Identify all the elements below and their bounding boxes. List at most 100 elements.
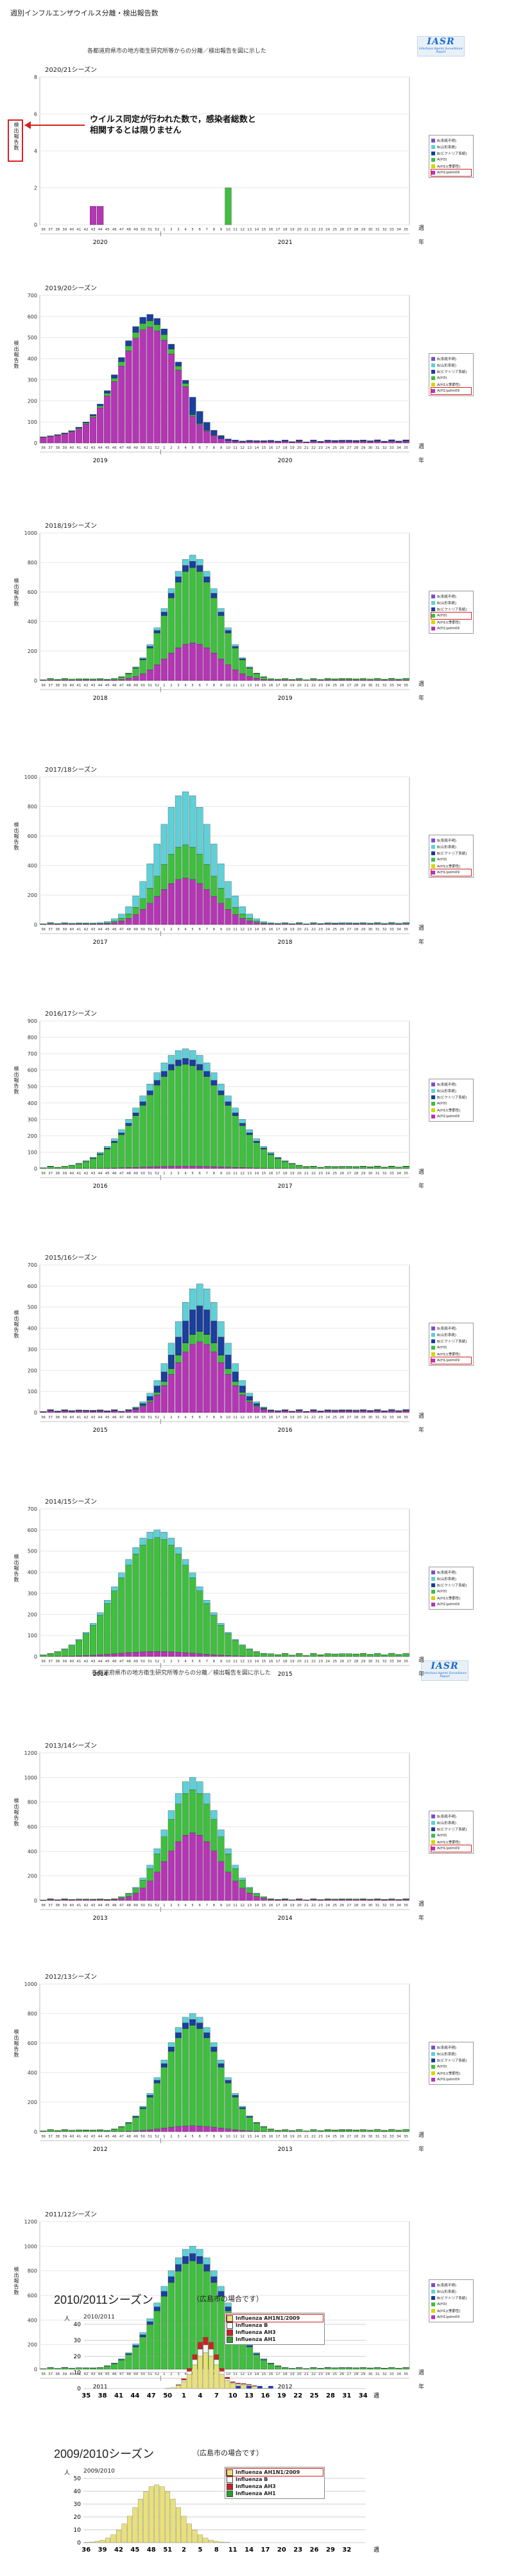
bar-segment <box>246 441 253 443</box>
bar-segment <box>374 680 381 681</box>
x-tick-label: 7 <box>206 1904 209 1908</box>
x-tick-label: 14 <box>254 1660 259 1664</box>
y-tick-label: 300 <box>28 1117 37 1122</box>
year-unit: 年 <box>418 1669 424 1678</box>
bar-segment <box>83 422 89 423</box>
legend-item: B(系統不明) <box>431 1325 471 1332</box>
bar-segment <box>218 616 225 659</box>
bar-segment <box>203 1793 210 1804</box>
bar-segment <box>325 1411 331 1413</box>
bar-segment <box>332 1900 338 1901</box>
legend-item: Influenza AH1N1/2009 <box>227 2315 323 2322</box>
x-tick-label: 15 <box>261 1660 266 1664</box>
bar-segment <box>311 680 317 681</box>
y-tick-label: 100 <box>28 1149 37 1155</box>
bar-segment <box>161 1077 168 1167</box>
bar-segment <box>140 2130 146 2132</box>
bar-segment <box>232 1116 239 1167</box>
bar-segment <box>55 1412 61 1413</box>
bar-segment <box>182 2381 186 2389</box>
bar-segment <box>254 678 260 681</box>
bar-segment <box>196 571 203 644</box>
x-tick-label: 39 <box>62 1904 67 1908</box>
x-tick-label: 8 <box>213 684 216 688</box>
bar-segment <box>246 1397 253 1400</box>
bar-segment <box>175 2265 182 2271</box>
x-tick-label: 30 <box>368 1416 373 1420</box>
bar-segment <box>374 1409 381 1410</box>
legend-swatch <box>431 363 435 367</box>
y-tick-label: 1200 <box>24 2219 37 2225</box>
bar-segment <box>111 1143 117 1169</box>
y-tick-label: 0 <box>34 2129 37 2135</box>
legend-label: A(H3) <box>437 376 447 380</box>
legend-swatch <box>431 839 435 842</box>
x-tick-label: 8 <box>213 1904 216 1908</box>
x-tick-label: 4 <box>184 1904 187 1908</box>
bar-segment <box>161 609 168 613</box>
bar-segment <box>282 1654 288 1657</box>
bar-segment <box>325 441 331 443</box>
bar-segment <box>218 1084 225 1091</box>
bar-segment <box>126 1167 132 1169</box>
bar-segment <box>211 1820 217 1851</box>
bar-segment <box>133 1888 139 1893</box>
x-tick-label: 23 <box>318 1416 323 1420</box>
bar-segment <box>182 1343 189 1352</box>
bar-segment <box>232 647 239 648</box>
x-tick-label: 22 <box>311 1416 316 1420</box>
bar-segment <box>332 440 338 442</box>
x-tick-label: 41 <box>76 1172 81 1176</box>
year-label: 2015 <box>278 1671 293 1678</box>
bar-segment <box>225 1849 232 1854</box>
bar-segment <box>161 2064 168 2067</box>
bar-segment <box>360 441 366 443</box>
x-tick-label: 15 <box>261 446 266 450</box>
legend-swatch <box>431 158 435 162</box>
x-tick-label: 28 <box>354 1660 358 1664</box>
x-tick-label: 20 <box>297 1172 302 1176</box>
bar-segment <box>239 1380 246 1386</box>
bar-segment <box>374 1899 381 1901</box>
x-tick-label: 18 <box>283 446 288 450</box>
bar-segment <box>126 341 132 346</box>
bar-segment <box>111 679 117 680</box>
legend-swatch <box>431 845 435 849</box>
x-tick-label: 11 <box>233 228 237 232</box>
x-tick-label: 7 <box>206 928 209 932</box>
x-tick-label: 46 <box>112 1660 117 1664</box>
bar-segment <box>140 324 146 330</box>
x-tick-label: 34 <box>397 1416 401 1420</box>
x-tick-label: 10 <box>226 684 230 688</box>
bar-segment <box>388 2130 395 2132</box>
bar-segment <box>254 921 260 923</box>
legend-label: B(ビクトリア系統) <box>437 1339 467 1344</box>
bar-segment <box>268 441 274 443</box>
x-tick-label: 30 <box>368 446 373 450</box>
bar-segment <box>133 1887 139 1888</box>
bar-segment <box>140 1652 146 1657</box>
x-tick-label: 50 <box>163 2392 172 2399</box>
x-tick-label: 27 <box>347 2135 351 2139</box>
x-tick-label: 14 <box>254 1416 259 1420</box>
x-tick-label: 4 <box>184 1660 187 1664</box>
bar-segment <box>147 1532 153 1540</box>
bar-segment <box>311 1167 317 1169</box>
bar-segment <box>239 918 246 925</box>
legend-item: B(ビクトリア系統) <box>431 1582 471 1588</box>
bar-segment <box>144 2492 148 2543</box>
bar-segment <box>189 1790 196 1833</box>
x-tick-label: 13 <box>247 1904 252 1908</box>
bar-segment <box>175 1355 182 1362</box>
y-tick-label: 700 <box>28 1051 37 1057</box>
bar-segment <box>218 888 225 903</box>
y-tick-label: 400 <box>28 863 37 869</box>
x-tick-label: 15 <box>261 928 266 932</box>
x-tick-label: 26 <box>339 684 344 688</box>
x-tick-label: 22 <box>293 2392 302 2399</box>
legend-item: A(H3) <box>431 613 471 619</box>
x-tick-label: 13 <box>247 446 252 450</box>
bar-segment <box>76 1639 82 1640</box>
y-tick-label: 800 <box>28 1035 37 1041</box>
x-tick-label: 41 <box>76 684 81 688</box>
